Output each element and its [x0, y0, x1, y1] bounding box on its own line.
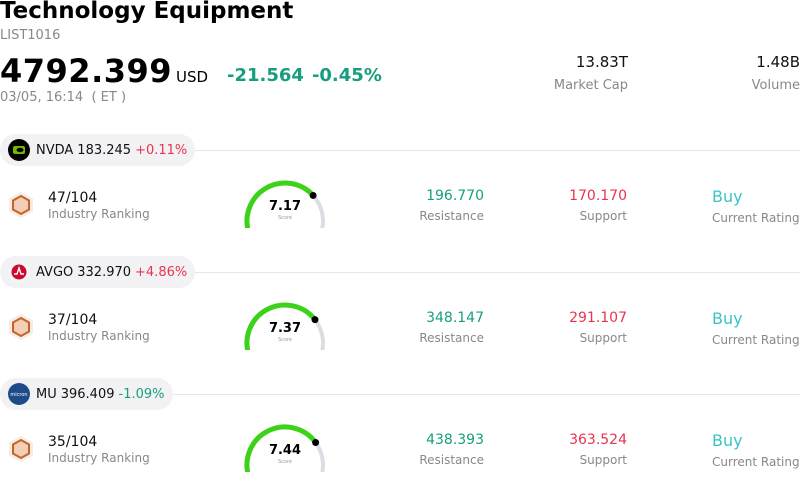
stock-price: 183.245 [77, 142, 132, 158]
rating-label: Current Rating [712, 211, 800, 225]
index-change: -21.564 -0.45% [227, 65, 382, 86]
row-divider [0, 272, 800, 273]
support-label: Support [579, 331, 627, 345]
rating-value[interactable]: Buy [712, 187, 743, 206]
rating-value[interactable]: Buy [712, 309, 743, 328]
score-label: Score [278, 215, 292, 221]
nvidia-logo-icon [8, 139, 30, 161]
score-gauge: 7.17 Score [244, 180, 325, 228]
stock-change: -1.09% [118, 386, 165, 402]
resistance-label: Resistance [419, 453, 484, 467]
stock-price: 396.409 [60, 386, 115, 402]
score-gauge: 7.37 Score [244, 302, 325, 350]
stock-change: +4.86% [135, 264, 188, 280]
rating-label: Current Rating [712, 455, 800, 469]
support-value: 291.107 [569, 310, 627, 326]
currency-label: USD [176, 68, 209, 86]
rating-label: Current Rating [712, 333, 800, 347]
support-value: 170.170 [569, 188, 627, 204]
row-divider [0, 394, 800, 395]
score-label: Score [278, 337, 292, 343]
stock-ticker: MU [36, 386, 57, 402]
rating-value[interactable]: Buy [712, 431, 743, 450]
stock-ticker: AVGO [36, 264, 74, 280]
score-label: Score [278, 459, 292, 465]
stock-chip[interactable]: micron MU 396.409 -1.09% [0, 378, 173, 410]
resistance-label: Resistance [419, 331, 484, 345]
support-label: Support [579, 209, 627, 223]
score-value: 7.17 [269, 199, 301, 214]
ranking-hexagon-icon [9, 314, 33, 340]
change-value: -21.564 [227, 65, 304, 86]
industry-ranking-value: 35/104 [48, 434, 98, 450]
resistance-value: 348.147 [426, 310, 484, 326]
resistance-value: 196.770 [426, 188, 484, 204]
ranking-hexagon-icon [9, 436, 33, 462]
industry-ranking-value: 37/104 [48, 312, 98, 328]
timestamp: 03/05, 16:14 ( ET ) [0, 90, 127, 105]
ranking-hexagon-icon [9, 192, 33, 218]
resistance-value: 438.393 [426, 432, 484, 448]
svg-text:micron: micron [10, 392, 27, 398]
index-price: 4792.399 [0, 52, 173, 90]
resistance-label: Resistance [419, 209, 484, 223]
change-percent: -0.45% [311, 65, 382, 86]
volume-label: Volume [751, 78, 800, 93]
micron-logo-icon: micron [8, 383, 30, 405]
score-gauge: 7.44 Score [244, 424, 325, 472]
stock-price: 332.970 [77, 264, 132, 280]
index-code: LIST1016 [0, 28, 61, 43]
market-cap-label: Market Cap [553, 78, 628, 93]
broadcom-logo-icon [8, 261, 30, 283]
row-divider [0, 150, 800, 151]
volume-value: 1.48B [756, 53, 800, 71]
industry-ranking-label: Industry Ranking [48, 329, 150, 343]
stock-chip[interactable]: AVGO 332.970 +4.86% [0, 256, 196, 288]
score-value: 7.37 [269, 321, 301, 336]
support-label: Support [579, 453, 627, 467]
stock-change: +0.11% [135, 142, 188, 158]
industry-ranking-label: Industry Ranking [48, 451, 150, 465]
stock-ticker: NVDA [36, 142, 74, 158]
industry-ranking-value: 47/104 [48, 190, 98, 206]
industry-ranking-label: Industry Ranking [48, 207, 150, 221]
stock-chip[interactable]: NVDA 183.245 +0.11% [0, 134, 196, 166]
market-cap-value: 13.83T [575, 53, 628, 71]
support-value: 363.524 [569, 432, 627, 448]
page-title: Technology Equipment [0, 0, 294, 24]
score-value: 7.44 [269, 443, 301, 458]
